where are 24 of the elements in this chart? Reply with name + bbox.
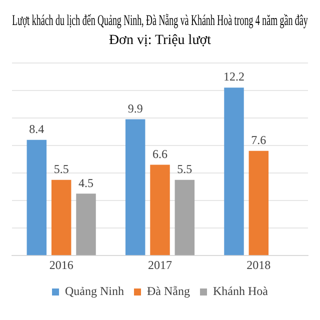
legend-label: Quảng Ninh	[65, 284, 124, 298]
x-tick-label: 2017	[148, 258, 172, 272]
bar	[150, 164, 170, 256]
bar	[76, 194, 96, 256]
data-label: 4.5	[78, 176, 94, 190]
chart-subtitle: Đơn vị: Triệu lượt	[108, 33, 212, 48]
x-tick-label: 2016	[49, 258, 74, 272]
data-label: 9.9	[128, 101, 143, 116]
data-label: 5.5	[177, 162, 192, 176]
bar	[125, 119, 146, 256]
chart-title: Lượt khách du lịch đến Quảng Ninh, Đà Nẵng và Khánh Hoà trong 4 năm gần đây	[12, 12, 308, 29]
data-label: 7.6	[251, 133, 266, 148]
bar	[248, 150, 269, 256]
data-label: 12.2	[224, 70, 244, 84]
data-label: 5.5	[54, 162, 69, 176]
bar	[224, 88, 244, 256]
x-tick-label: 2018	[246, 258, 271, 272]
data-label: 6.6	[152, 146, 168, 161]
bar	[174, 180, 195, 256]
legend-label: Khánh Hoà	[212, 284, 269, 298]
data-label: 8.4	[29, 122, 44, 136]
bar	[51, 180, 72, 256]
legend-label: Đà Nẵng	[147, 284, 190, 298]
bar	[26, 140, 47, 256]
